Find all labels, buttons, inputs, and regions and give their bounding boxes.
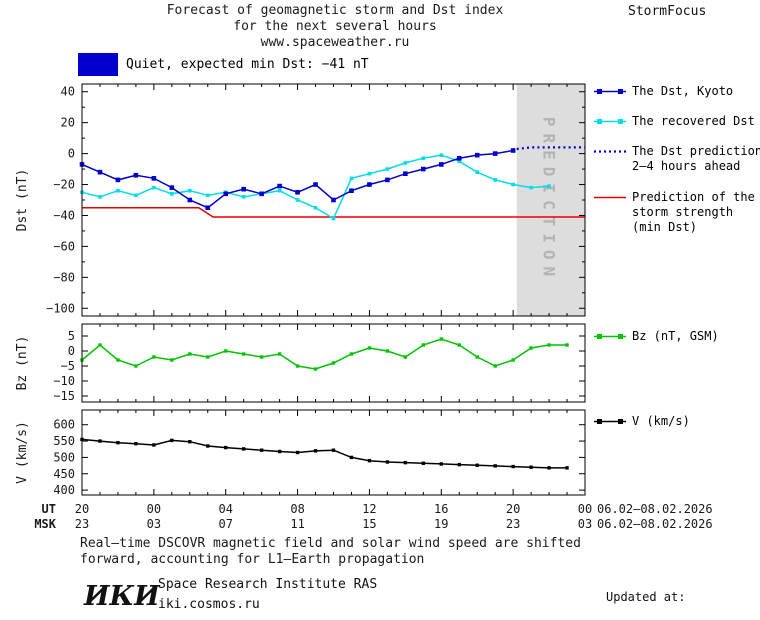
svg-text:−20: −20 [53,178,75,192]
legend-bz-label: Bz (nT, GSM) [632,329,719,343]
dst-prediction-line-sample [594,150,626,153]
legend-storm-strength: Prediction of the storm strength (min Ds… [593,190,755,235]
svg-text:−15: −15 [53,389,75,403]
svg-text:400: 400 [53,483,75,497]
legend-storm-strength-label-3: (min Dst) [632,220,698,234]
legend-v: V (km/s) [593,414,690,429]
dst-kyoto-line-sample [594,89,626,94]
svg-text:15: 15 [362,517,376,531]
svg-text:06.02–08.02.2026: 06.02–08.02.2026 [597,517,713,531]
institute-site: iki.cosmos.ru [158,597,260,612]
svg-text:−100: −100 [46,301,75,315]
svg-text:450: 450 [53,467,75,481]
title-line-2: for the next several hours [233,19,437,34]
svg-text:Bz (nT): Bz (nT) [15,336,30,391]
legend-recovered-dst-label: The recovered Dst [632,114,755,128]
quiet-level-swatch [78,53,118,76]
svg-text:−80: −80 [53,270,75,284]
svg-text:04: 04 [218,502,232,516]
svg-text:UT: UT [42,502,56,516]
footnote-line-1: Real–time DSCOVR magnetic field and sola… [80,536,581,551]
storm-status-row: Quiet, expected min Dst: −41 nT [78,53,369,76]
stormfocus-brand: StormFocus [628,4,707,19]
svg-text:00: 00 [147,502,161,516]
svg-text:5: 5 [68,329,75,343]
svg-text:600: 600 [53,418,75,432]
updated-block: Updated at: UT 20:05, 07.02.2026 MSK 23:… [606,557,758,620]
svg-text:03: 03 [147,517,161,531]
svg-text:40: 40 [61,85,75,99]
svg-text:03: 03 [578,517,592,531]
svg-text:−60: −60 [53,239,75,253]
bz-line-sample [594,334,626,339]
legend-dst-prediction: The Dst prediction 2–4 hours ahead [593,144,760,174]
svg-text:0: 0 [68,147,75,161]
institute-name: Space Research Institute RAS [158,577,378,592]
svg-text:−40: −40 [53,208,75,222]
status-text: Quiet, expected min Dst: −41 nT [126,57,369,72]
iki-logo: ИКИ [84,581,160,612]
svg-text:00: 00 [578,502,592,516]
updated-at-label: Updated at: [606,590,686,604]
v-line-sample [594,419,626,424]
footnote-line-2: forward, accounting for L1–Earth propaga… [80,552,425,567]
svg-text:11: 11 [290,517,304,531]
svg-text:16: 16 [434,502,448,516]
legend-dst-kyoto-label: The Dst, Kyoto [632,84,734,98]
svg-text:06.02–08.02.2026: 06.02–08.02.2026 [597,502,713,516]
svg-text:−10: −10 [53,374,75,388]
svg-text:MSK: MSK [34,517,56,531]
legend-dst-kyoto: The Dst, Kyoto [593,84,733,99]
svg-text:20: 20 [506,502,520,516]
svg-text:0: 0 [68,344,75,358]
title-url: www.spaceweather.ru [260,35,410,50]
svg-text:23: 23 [506,517,520,531]
svg-text:19: 19 [434,517,448,531]
footnote: Real–time DSCOVR magnetic field and sola… [80,536,581,568]
svg-text:500: 500 [53,450,75,464]
legend-storm-strength-label-2: storm strength [632,205,734,219]
recovered-dst-line-sample [594,119,626,124]
storm-strength-line-sample [594,196,626,199]
legend-bz: Bz (nT, GSM) [593,329,719,344]
svg-text:Dst (nT): Dst (nT) [15,169,30,232]
title-line-1: Forecast of geomagnetic storm and Dst in… [166,3,504,18]
svg-text:07: 07 [218,517,232,531]
svg-text:PREDICTION: PREDICTION [540,117,559,283]
legend-recovered-dst: The recovered Dst [593,114,755,129]
svg-text:20: 20 [75,502,89,516]
svg-text:12: 12 [362,502,376,516]
svg-text:23: 23 [75,517,89,531]
legend-storm-strength-label-1: Prediction of the [632,190,755,204]
svg-text:550: 550 [53,434,75,448]
svg-text:V (km/s): V (km/s) [15,421,30,484]
svg-text:08: 08 [290,502,304,516]
legend-dst-prediction-label-1: The Dst prediction [632,144,760,158]
legend-v-label: V (km/s) [632,414,690,428]
svg-text:20: 20 [61,116,75,130]
legend-dst-prediction-label-2: 2–4 hours ahead [632,159,741,173]
svg-text:−5: −5 [61,359,75,373]
page-title: Forecast of geomagnetic storm and Dst in… [95,3,575,51]
